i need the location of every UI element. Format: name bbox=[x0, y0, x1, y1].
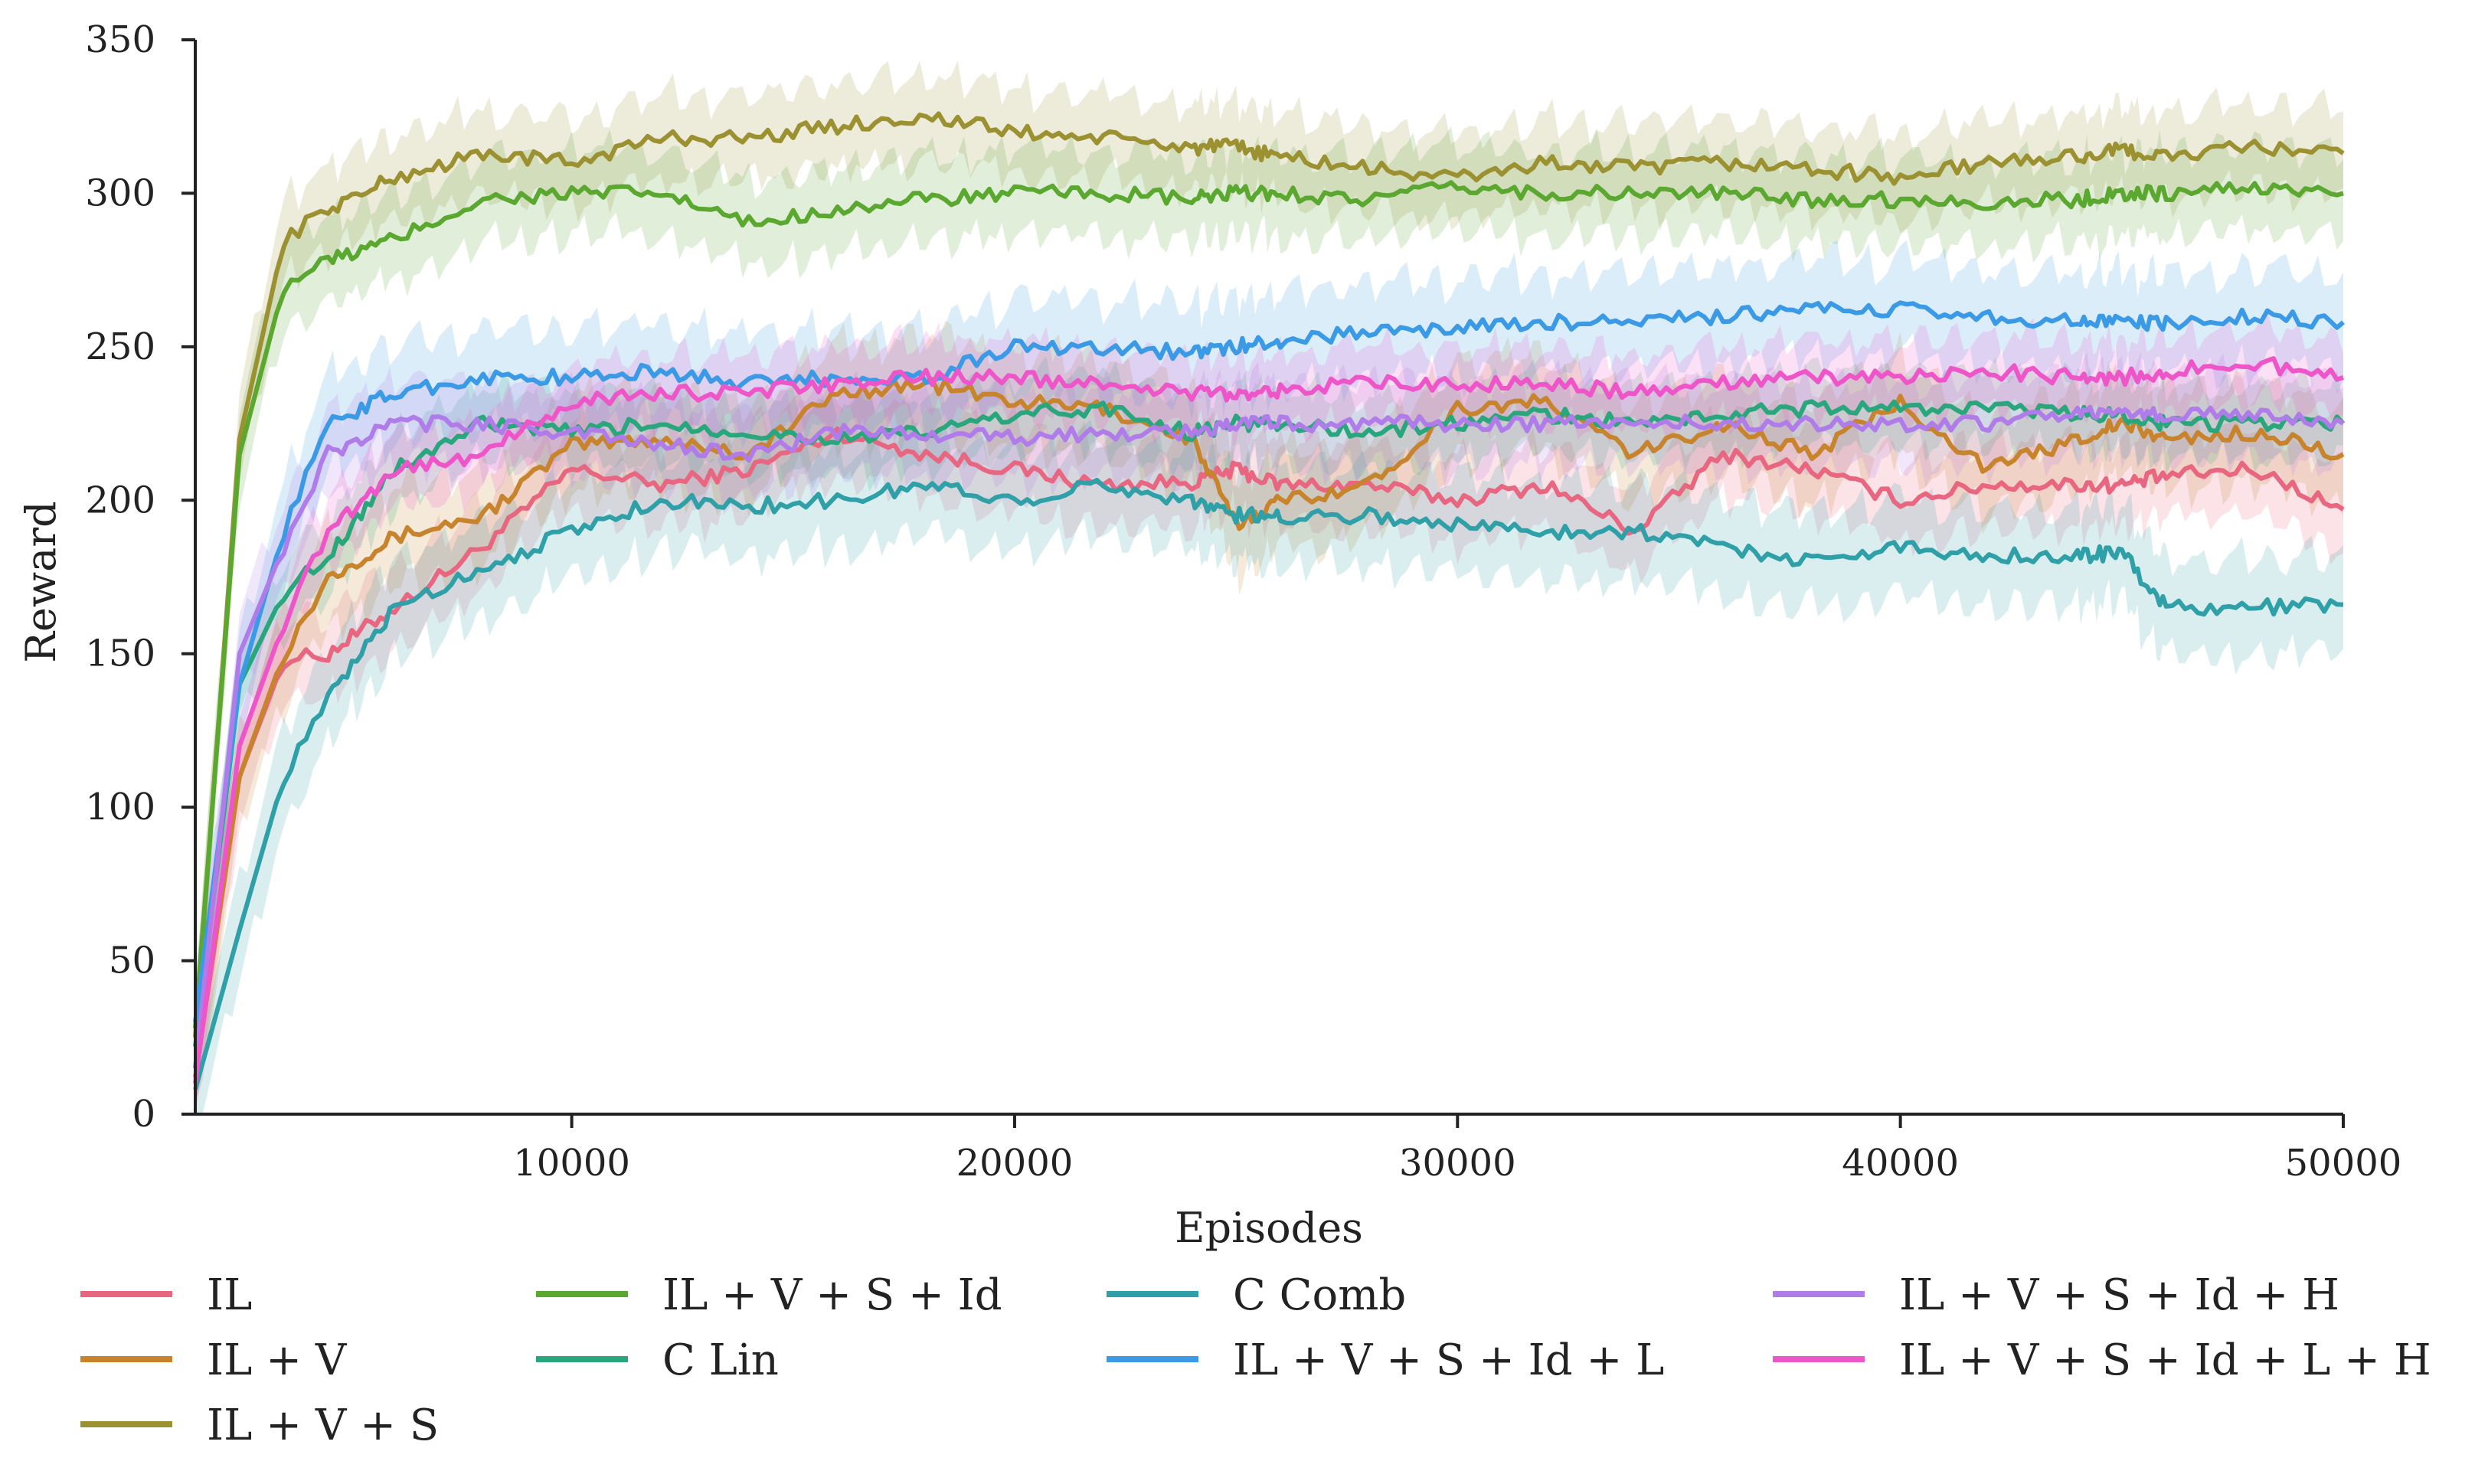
y-axis-title: Reward bbox=[17, 501, 65, 662]
x-tick-label: 30000 bbox=[1399, 1142, 1516, 1185]
legend-item: IL + V + S + Id + L bbox=[1107, 1335, 1664, 1385]
legend-item: C Comb bbox=[1107, 1270, 1406, 1320]
legend: IL IL + V IL + V + S IL + V + S + Id C Lin C … bbox=[80, 1270, 2431, 1450]
legend-item: IL bbox=[80, 1270, 252, 1320]
y-tick-label: 300 bbox=[85, 172, 155, 214]
y-tick-label: 100 bbox=[85, 786, 155, 829]
series-line-7 bbox=[193, 404, 2345, 1069]
legend-item: IL + V bbox=[80, 1335, 348, 1385]
y-tick-label: 200 bbox=[85, 479, 155, 521]
legend-label: IL + V + S bbox=[207, 1401, 439, 1450]
y-ticks: 0 50 100 150 200 250 300 350 bbox=[85, 18, 195, 1136]
axes bbox=[194, 40, 2343, 1116]
band-2 bbox=[195, 60, 2343, 1089]
x-ticks: 10000 20000 30000 40000 50000 bbox=[513, 1114, 2401, 1185]
legend-label: C Lin bbox=[662, 1335, 779, 1385]
y-tick-label: 350 bbox=[85, 18, 155, 61]
series-line-6 bbox=[193, 300, 2345, 1023]
band-1 bbox=[195, 320, 2343, 1113]
band-5 bbox=[195, 417, 2343, 1114]
band-8 bbox=[195, 310, 2343, 1114]
series-line-8 bbox=[193, 356, 2344, 1084]
series-line-5 bbox=[193, 477, 2344, 1090]
series-lines bbox=[193, 111, 2346, 1090]
legend-label: IL bbox=[207, 1270, 252, 1320]
x-axis-title: Episodes bbox=[1175, 1204, 1363, 1252]
confidence-bands bbox=[195, 60, 2343, 1114]
series-line-1 bbox=[193, 377, 2345, 1069]
legend-label: IL + V + S + Id + H bbox=[1899, 1270, 2339, 1320]
legend-label: IL + V + S + Id bbox=[662, 1270, 1002, 1320]
legend-label: IL + V + S + Id + L bbox=[1233, 1335, 1664, 1385]
y-tick-label: 0 bbox=[132, 1093, 155, 1136]
series-line-2 bbox=[193, 111, 2345, 1038]
legend-item: IL + V + S + Id + L + H bbox=[1773, 1335, 2431, 1385]
legend-item: IL + V + S + Id bbox=[536, 1270, 1002, 1320]
x-tick-label: 10000 bbox=[513, 1142, 630, 1185]
y-tick-label: 50 bbox=[109, 940, 155, 982]
series-line-3 bbox=[193, 180, 2344, 1029]
legend-label: C Comb bbox=[1233, 1270, 1406, 1320]
band-3 bbox=[195, 126, 2343, 1058]
legend-label: IL + V bbox=[207, 1335, 348, 1385]
band-0 bbox=[195, 378, 2343, 1103]
y-tick-label: 250 bbox=[85, 325, 155, 368]
band-6 bbox=[195, 240, 2343, 1061]
series-line-0 bbox=[193, 426, 2345, 1078]
legend-label: IL + V + S + Id + L + H bbox=[1899, 1335, 2431, 1385]
legend-item: C Lin bbox=[536, 1335, 779, 1385]
x-tick-label: 20000 bbox=[956, 1142, 1074, 1185]
legend-item: IL + V + S + Id + H bbox=[1773, 1270, 2339, 1320]
y-tick-label: 150 bbox=[85, 632, 155, 675]
x-tick-label: 50000 bbox=[2285, 1142, 2402, 1185]
legend-item: IL + V + S bbox=[80, 1401, 439, 1450]
x-tick-label: 40000 bbox=[1842, 1142, 1959, 1185]
